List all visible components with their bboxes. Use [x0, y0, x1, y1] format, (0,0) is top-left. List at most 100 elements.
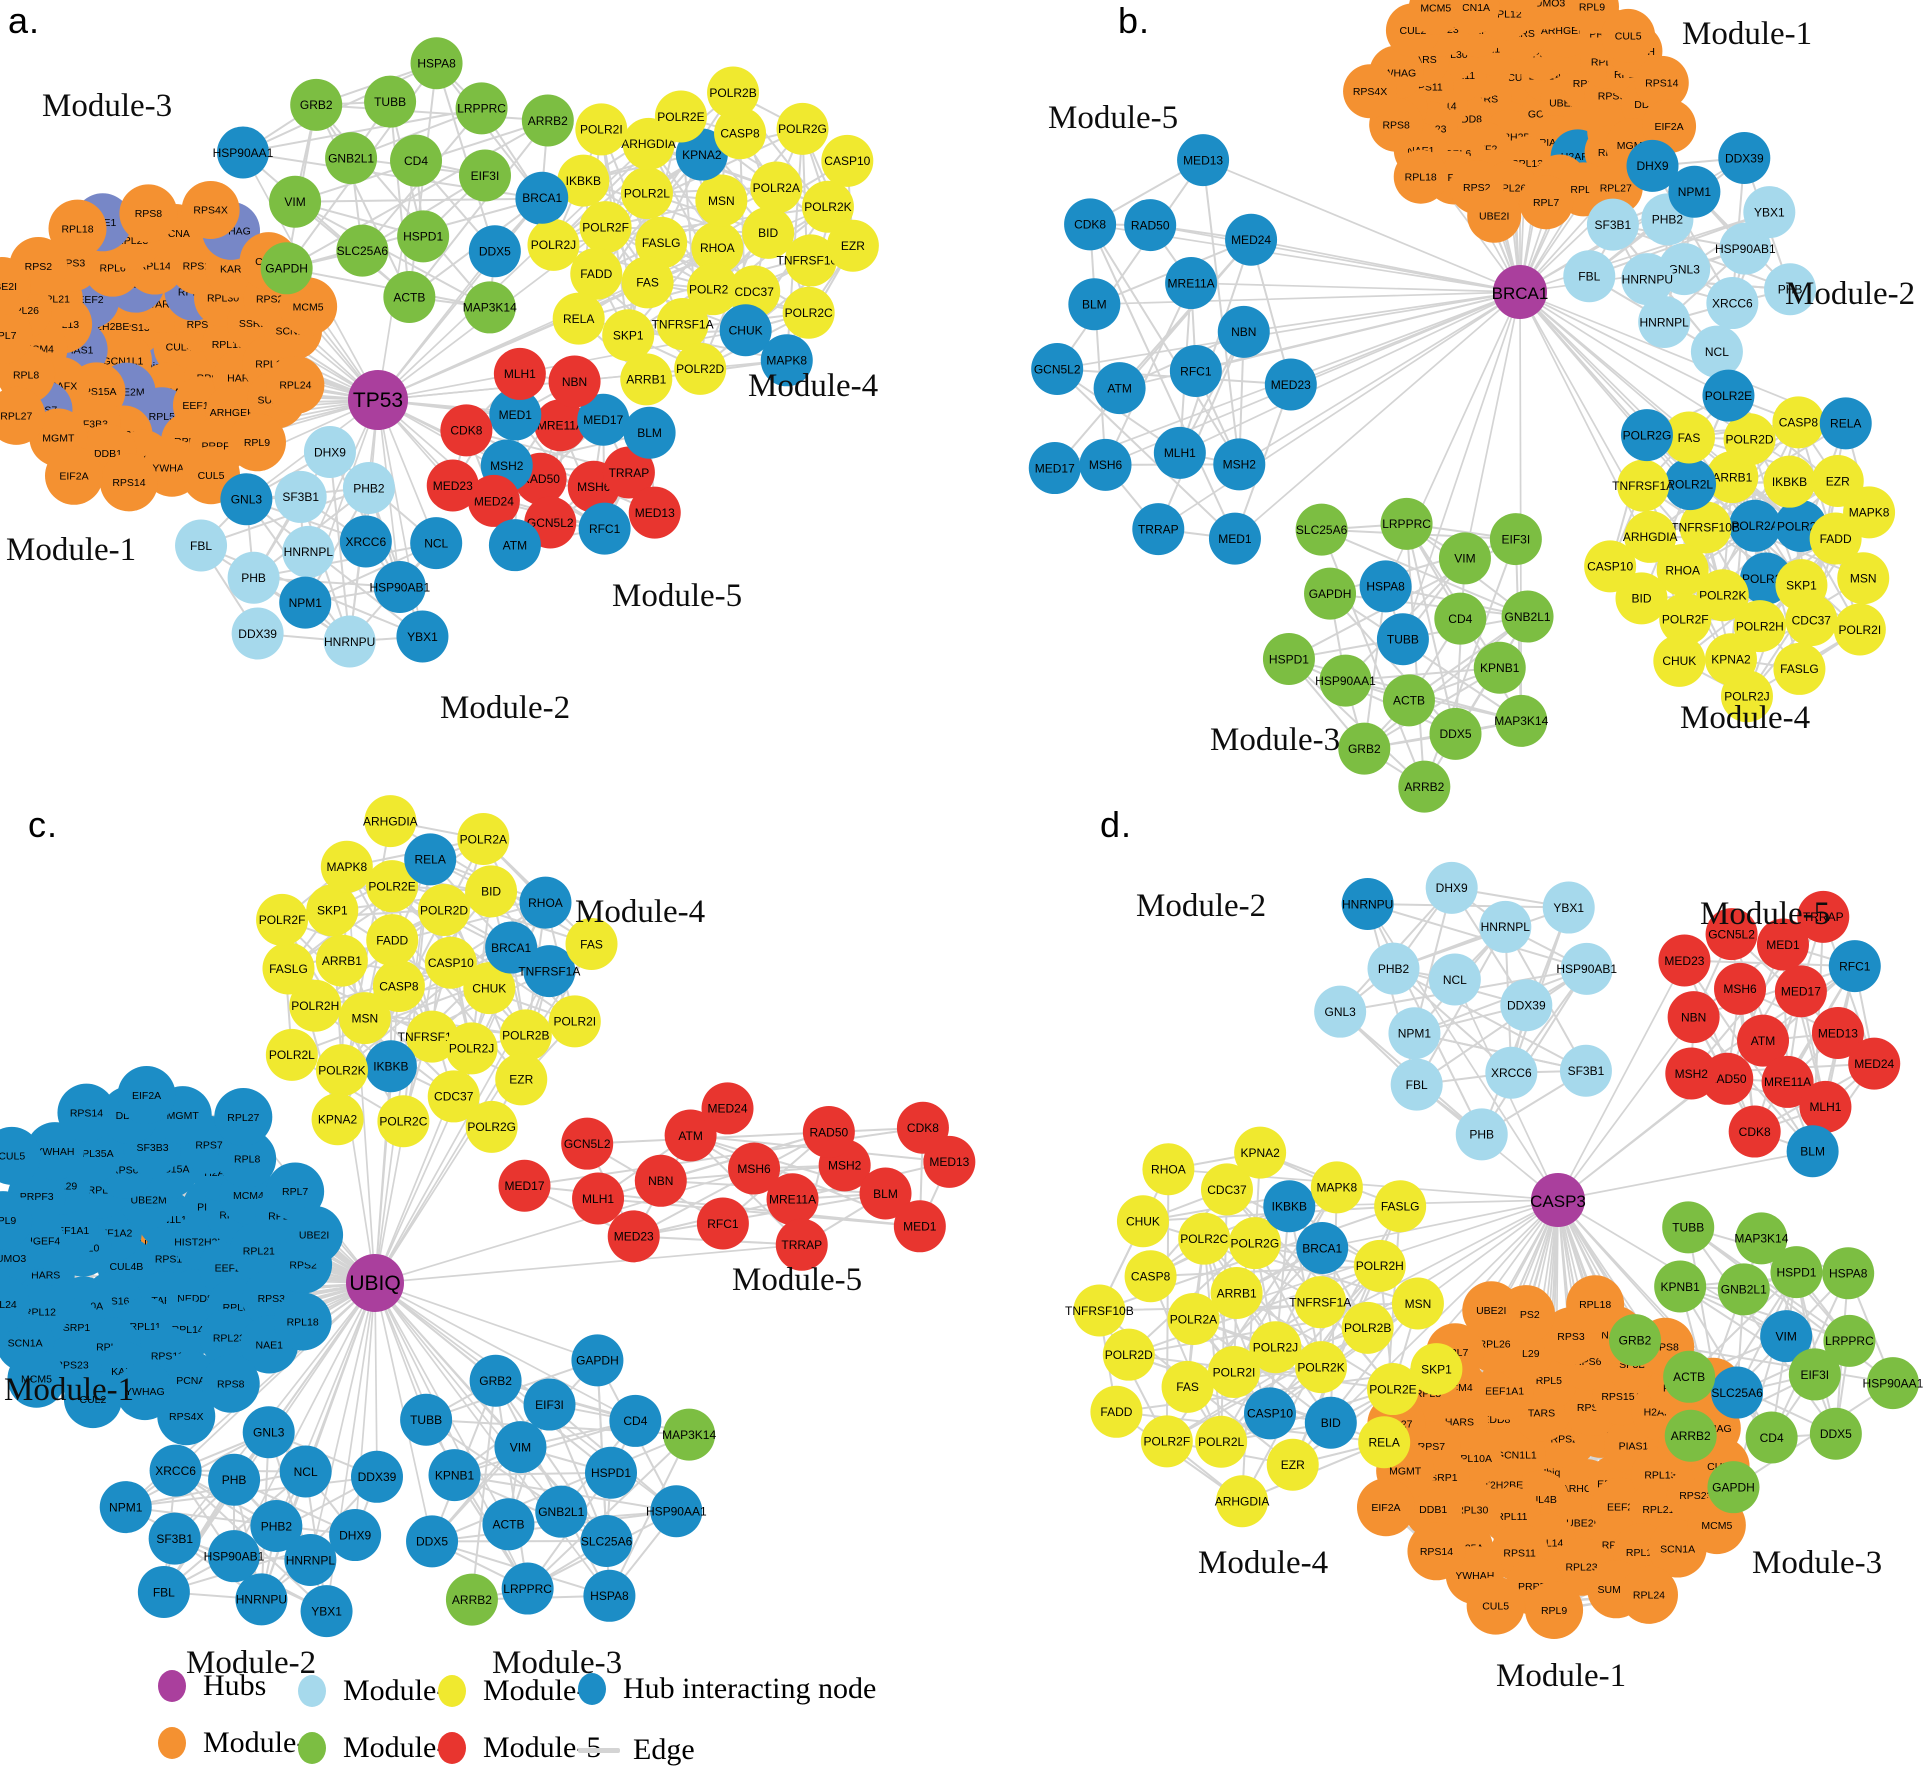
node-label: RAD50 [521, 472, 560, 486]
node-label: MAP3K14 [463, 301, 517, 315]
node-label: CUL5 [198, 470, 225, 482]
node-label: MSH2 [490, 459, 524, 473]
node-RELA [404, 833, 457, 886]
node-label: TUBB [374, 95, 406, 109]
node-label: DDX39 [1507, 999, 1546, 1013]
node-HNRNPU [1341, 877, 1394, 930]
node-POLR2L [620, 167, 673, 220]
node-label: MAPK8 [326, 860, 367, 874]
node-SLC25A6 [1711, 1366, 1764, 1419]
node-label: FASLG [1381, 1200, 1420, 1214]
node-EIF2A [44, 446, 103, 505]
node-label: NCL [1705, 345, 1729, 359]
node-label: HNRNPU [1342, 897, 1393, 911]
node-label: RPL27 [0, 411, 32, 423]
node-label: SF3B1 [1568, 1064, 1605, 1078]
node-POLR2G [1228, 1217, 1281, 1270]
node-POLR2L [265, 1028, 318, 1081]
node-POLR2B [1341, 1301, 1394, 1354]
node-label: ATM [503, 538, 527, 552]
node-ARRB1 [315, 934, 368, 987]
node-SKP1 [602, 309, 655, 362]
node-label: BID [758, 226, 778, 240]
node-POLR2F [256, 893, 309, 946]
node-FAS [1161, 1360, 1214, 1413]
node-KPNA2 [675, 128, 728, 181]
node-RPS14 [1634, 55, 1689, 110]
node-label: BLM [1800, 1145, 1825, 1159]
node-label: IKBKB [566, 174, 601, 188]
node-FADD [366, 914, 419, 967]
node-MED17 [498, 1159, 551, 1212]
node-label: MED1 [499, 408, 533, 422]
node-YBX1 [396, 610, 449, 663]
node-label: RPL24 [0, 1299, 17, 1311]
node-label: RAD50 [1708, 1072, 1747, 1086]
node-label: CASP8 [1131, 1270, 1171, 1284]
node-label: LRPPRC [457, 102, 506, 116]
node-label: UBE2M [131, 1195, 167, 1207]
node-YBX1 [1542, 881, 1595, 934]
node-label: POLR2F [259, 913, 306, 927]
node-RPL9 [1525, 1580, 1584, 1639]
node-label: YBX1 [407, 630, 438, 644]
node-IKBKB [1263, 1180, 1316, 1233]
node-HSPA8 [410, 37, 463, 90]
node-label: POLR2L [269, 1048, 315, 1062]
node-label: YBX1 [1754, 205, 1785, 219]
node-label: ARRB2 [1671, 1429, 1711, 1443]
node-label: DDX5 [479, 245, 511, 259]
node-DDX5 [468, 225, 521, 278]
node-MED17 [577, 393, 630, 446]
node-label: TRRAP [1138, 522, 1179, 536]
node-label: TUBB [1387, 633, 1419, 647]
node-MED1 [1208, 512, 1261, 565]
node-label: EIF2A [1654, 121, 1683, 133]
node-label: POLR2J [1724, 690, 1769, 704]
hubs-swatch [158, 1670, 186, 1702]
node-label: CDC37 [1792, 613, 1832, 627]
node-label: RPS4X [169, 1411, 203, 1423]
node-HNRNPL [282, 525, 335, 578]
node-label: CASP8 [1779, 416, 1819, 430]
node-label: MSH6 [1089, 458, 1123, 472]
node-FBL [1390, 1058, 1443, 1111]
node-label: SUMO3 [1528, 0, 1566, 9]
node-label: HSPA8 [1366, 580, 1405, 594]
node-label: RPL9 [0, 1215, 16, 1227]
node-NBN [634, 1154, 687, 1207]
node-GNB2L1 [1501, 590, 1554, 643]
node-label: HSP90AB1 [369, 580, 430, 594]
node-label: GCN5L2 [527, 516, 574, 530]
node-label: PIAS1 [1619, 1441, 1649, 1453]
node-POLR2L [1664, 458, 1717, 511]
node-label: MED23 [433, 479, 473, 493]
node-FASLG [1374, 1180, 1427, 1233]
node-label: RPL21 [243, 1245, 275, 1257]
node-label: POLR2K [1297, 1360, 1344, 1374]
node-label: TNFRSF1A [518, 964, 580, 978]
node-label: POLR2F [582, 220, 629, 234]
node-POLR2I [548, 995, 601, 1048]
node-label: RPL27 [1600, 182, 1632, 194]
node-label: EIF3I [1502, 532, 1531, 546]
node-label: FASLG [642, 236, 681, 250]
node-RHOA [519, 876, 572, 929]
node-label: DDX39 [1725, 151, 1764, 165]
node-SF3B1 [274, 470, 327, 523]
node-label: VIM [510, 1440, 531, 1454]
node-label: RPS11 [1503, 1547, 1536, 1559]
node-label: MCM4 [233, 1190, 264, 1202]
node-label: RPL18 [1405, 171, 1437, 183]
node-ARRB2 [1664, 1409, 1717, 1462]
node-RAD50 [1124, 199, 1177, 252]
node-NBN [1217, 305, 1270, 358]
node-label: FBL [153, 1585, 175, 1599]
node-label: TNFRSF1A [1289, 1295, 1351, 1309]
node-BLM [1068, 278, 1121, 331]
node-label: HNRNPL [284, 545, 334, 559]
node-label: MSH2 [828, 1159, 862, 1173]
node-RPS14 [99, 453, 158, 512]
node-label: RPS4X [193, 205, 227, 217]
node-label: TRRAP [781, 1238, 822, 1252]
